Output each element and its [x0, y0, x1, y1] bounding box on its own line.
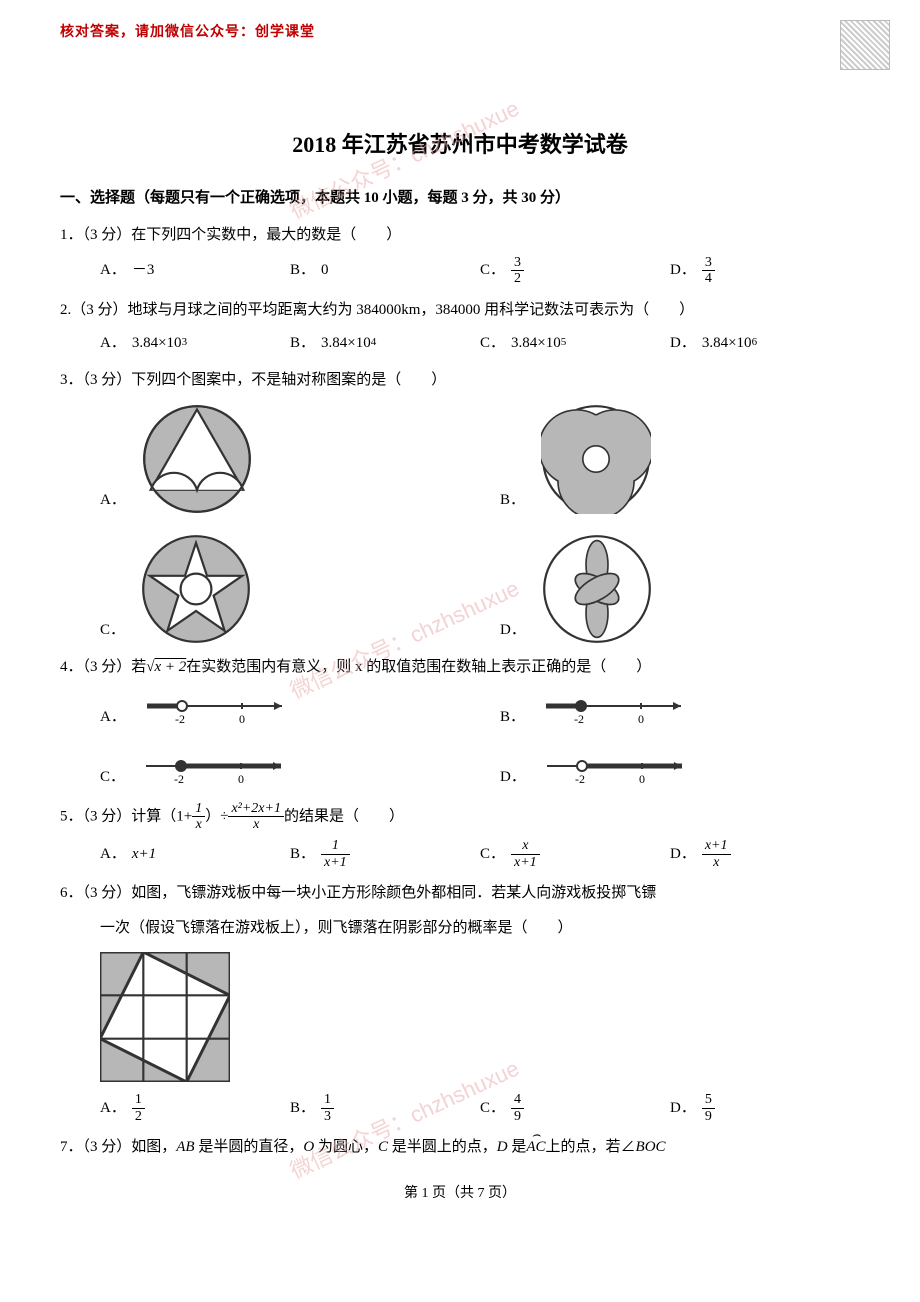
dartboard-icon	[100, 952, 230, 1082]
question-7-stem: 7．（3 分）如图，AB 是半圆的直径，O 为圆心，C 是半圆上的点，D 是AC…	[60, 1134, 860, 1161]
exam-title: 2018 年江苏省苏州市中考数学试卷	[60, 125, 860, 165]
exp: 6	[752, 333, 758, 353]
opt-num: 1	[321, 838, 350, 854]
question-1-stem: 1．（3 分）在下列四个实数中，最大的数是（ ）	[60, 222, 860, 249]
stem-post: 的结果是（ ）	[284, 808, 404, 824]
option-d-num: 3	[702, 255, 715, 271]
numberline-a-icon: -2 0	[142, 691, 292, 731]
pattern-a-icon	[142, 404, 252, 514]
option-b-value: 0	[321, 257, 329, 284]
option-a: A．3.84×103	[100, 330, 290, 357]
f2-num: x²+2x+1	[228, 801, 284, 817]
question-6-options: A．12 B．13 C．49 D．59	[100, 1092, 860, 1124]
option-c-num: 3	[511, 255, 524, 271]
opt-num: 4	[511, 1092, 524, 1108]
option-c: C．3.84×105	[480, 330, 670, 357]
pattern-d-icon	[542, 534, 652, 644]
opt-den: 3	[321, 1109, 334, 1124]
option-a-value: x+1	[132, 841, 156, 868]
page-footer: 第 1 页（共 7 页）	[60, 1181, 860, 1206]
numberline-b-icon: -2 0	[541, 691, 691, 731]
opt-num: 1	[321, 1092, 334, 1108]
opt-den: 2	[132, 1109, 145, 1124]
option-c: C．xx+1	[480, 838, 670, 870]
sci-base: 3.84	[321, 330, 347, 357]
option-c: C． -2 0	[100, 751, 460, 791]
svg-text:-2: -2	[175, 712, 185, 726]
header-watermark: 核对答案，请加微信公众号：创学课堂	[60, 20, 860, 45]
svg-text:-2: -2	[574, 712, 584, 726]
option-c: C．32	[480, 255, 670, 287]
opt-den: x+1	[321, 855, 350, 870]
option-d: D． -2 0	[500, 751, 860, 791]
svg-text:0: 0	[638, 712, 644, 726]
opt-num: x+1	[702, 838, 731, 854]
option-b: B．3.84×104	[290, 330, 480, 357]
option-d: D．x+1x	[670, 838, 860, 870]
opt-den: 9	[511, 1109, 524, 1124]
option-d: D．34	[670, 255, 860, 287]
svg-text:0: 0	[639, 772, 645, 786]
stem-pre: 5．（3 分）计算（1+	[60, 808, 192, 824]
opt-num: 5	[702, 1092, 715, 1108]
exp: 4	[371, 333, 377, 353]
option-b: B．0	[290, 255, 480, 287]
f2-den: x	[228, 817, 284, 832]
question-6-stem-l2: 一次（假设飞镖落在游戏板上），则飞镖落在阴影部分的概率是（ ）	[100, 915, 860, 942]
numberline-d-icon: -2 0	[542, 751, 692, 791]
question-4-stem: 4．（3 分）若√x + 2在实数范围内有意义，则 x 的取值范围在数轴上表示正…	[60, 654, 860, 681]
option-d: D．	[500, 534, 860, 644]
sci-base: 3.84	[511, 330, 537, 357]
opt-den: x	[702, 855, 731, 870]
stem-mid: ）÷	[205, 808, 228, 824]
f1-num: 1	[192, 801, 205, 817]
option-c: C．49	[480, 1092, 670, 1124]
svg-text:0: 0	[238, 772, 244, 786]
option-c: C．	[100, 534, 460, 644]
question-3-stem: 3．（3 分）下列四个图案中，不是轴对称图案的是（ ）	[60, 367, 860, 394]
opt-num: x	[511, 838, 540, 854]
option-d: D．59	[670, 1092, 860, 1124]
stem-pre: 4．（3 分）若	[60, 659, 146, 675]
question-5-stem: 5．（3 分）计算（1+1x）÷x²+2x+1x的结果是（ ）	[60, 801, 860, 833]
stem-post: 在实数范围内有意义，则 x 的取值范围在数轴上表示正确的是（ ）	[186, 659, 651, 675]
svg-text:-2: -2	[575, 772, 585, 786]
option-b: B．	[500, 404, 860, 514]
opt-den: x+1	[511, 855, 540, 870]
sci-base: 3.84	[132, 330, 158, 357]
question-5-options: A．x+1 B．1x+1 C．xx+1 D．x+1x	[100, 838, 860, 870]
option-a-value: －3	[132, 257, 155, 284]
sci-base: 3.84	[702, 330, 728, 357]
pattern-b-icon	[541, 404, 651, 514]
option-a: A． -2 0	[100, 691, 460, 731]
option-a: A．－3	[100, 255, 290, 287]
svg-text:0: 0	[239, 712, 245, 726]
option-b: B．13	[290, 1092, 480, 1124]
option-a: A．	[100, 404, 460, 514]
question-6-stem-l1: 6．（3 分）如图，飞镖游戏板中每一块小正方形除颜色外都相同．若某人向游戏板投掷…	[60, 880, 860, 907]
exp: 5	[561, 333, 567, 353]
option-c-den: 2	[511, 271, 524, 286]
question-2-stem: 2.（3 分）地球与月球之间的平均距离大约为 384000km，384000 用…	[60, 297, 860, 324]
question-4-options: A． -2 0 B． -2 0 C． -2	[100, 691, 860, 791]
option-b: B．1x+1	[290, 838, 480, 870]
opt-den: 9	[702, 1109, 715, 1124]
option-a: A．12	[100, 1092, 290, 1124]
option-d: D．3.84×106	[670, 330, 860, 357]
qr-code	[840, 20, 890, 70]
f1-den: x	[192, 817, 205, 832]
option-d-den: 4	[702, 271, 715, 286]
question-3-options: A． B． C． D．	[100, 404, 860, 644]
question-2-options: A．3.84×103 B．3.84×104 C．3.84×105 D．3.84×…	[100, 330, 860, 357]
numberline-c-icon: -2 0	[141, 751, 291, 791]
sqrt-argument: x + 2	[155, 659, 187, 675]
opt-num: 1	[132, 1092, 145, 1108]
question-1-options: A．－3 B．0 C．32 D．34	[100, 255, 860, 287]
svg-text:-2: -2	[174, 772, 184, 786]
section-header: 一、选择题（每题只有一个正确选项，本题共 10 小题，每题 3 分，共 30 分…	[60, 185, 860, 212]
option-a: A．x+1	[100, 838, 290, 870]
exp: 3	[182, 333, 188, 353]
option-b: B． -2 0	[500, 691, 860, 731]
pattern-c-icon	[141, 534, 251, 644]
